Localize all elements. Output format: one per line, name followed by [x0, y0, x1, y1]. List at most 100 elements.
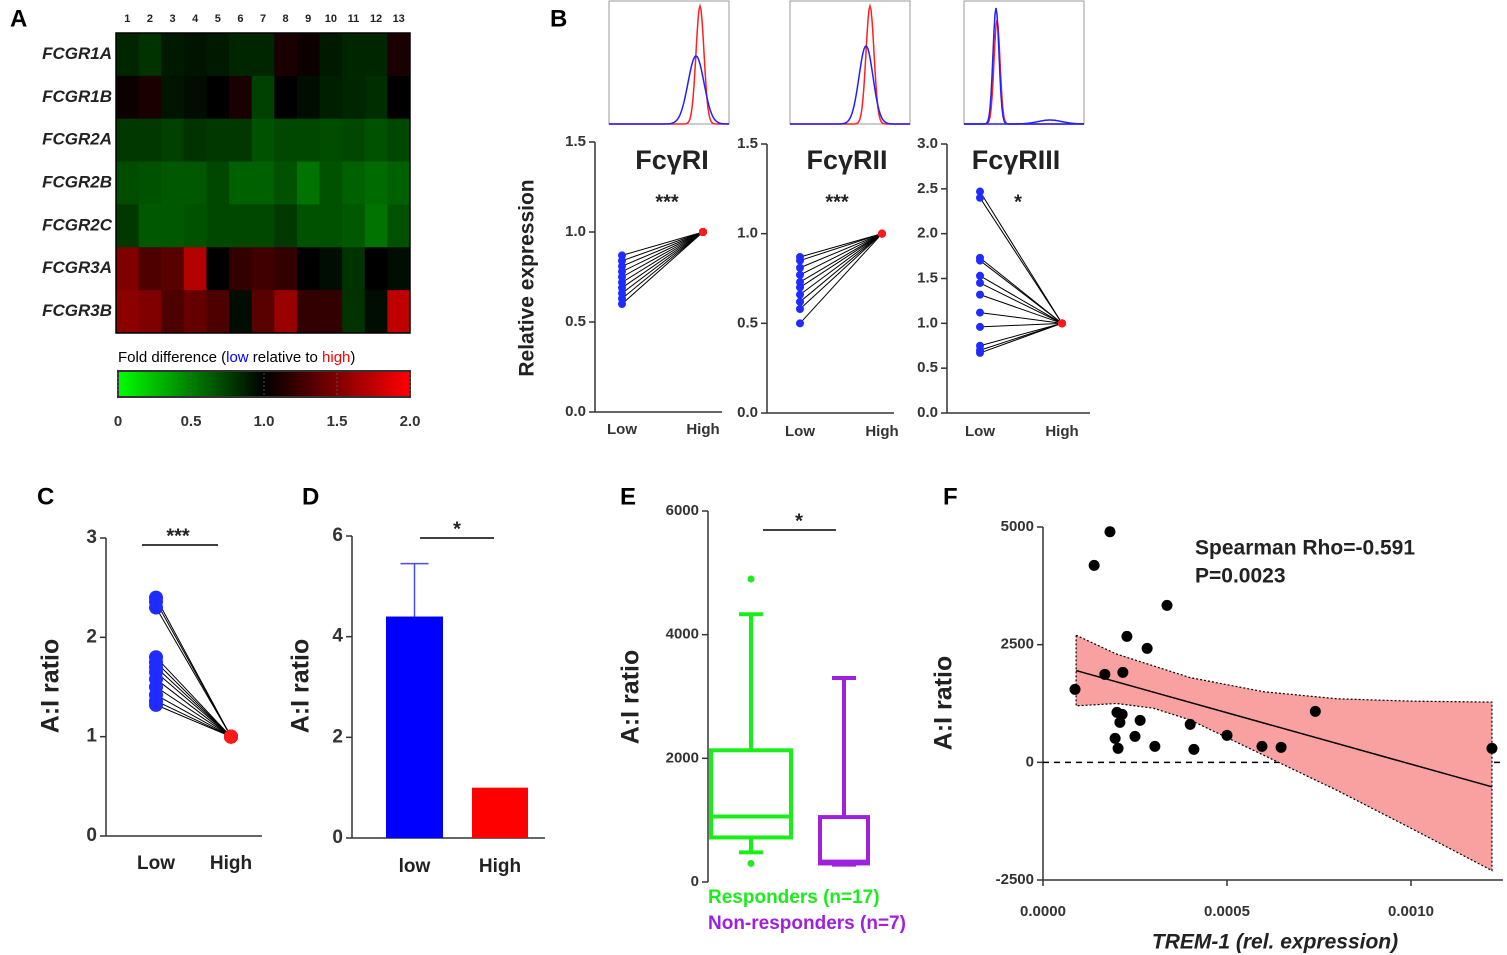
heatmap-cell — [138, 118, 162, 163]
heatmap-cell — [116, 33, 140, 77]
point — [796, 319, 804, 328]
pair-line — [979, 322, 1063, 354]
heatmap-cell — [251, 75, 275, 120]
heatmap-cell — [274, 161, 298, 205]
colorbar-title-part: relative to — [249, 349, 322, 366]
heatmap-cell — [183, 204, 207, 248]
heatmap-cell — [206, 33, 230, 77]
colorbar-title-part: Fold difference ( — [118, 349, 226, 366]
heatmap-cell — [364, 75, 388, 120]
heatmap-cell — [296, 290, 321, 334]
point — [1161, 599, 1173, 611]
y-tick-label: 0 — [691, 873, 699, 890]
heatmap-cell — [296, 247, 321, 291]
y-tick-label: 2000 — [666, 749, 699, 766]
point — [1275, 741, 1287, 753]
heatmap-cell — [296, 33, 321, 77]
y-tick-label: 5000 — [1001, 518, 1034, 535]
pair-line — [979, 282, 1063, 324]
column-label: 8 — [283, 13, 289, 25]
pair-line — [979, 312, 1063, 324]
panel-letter: A — [10, 5, 27, 32]
y-tick-label: -2500 — [996, 871, 1034, 888]
heatmap-cell — [274, 290, 298, 334]
y-tick-label: 0.0 — [917, 404, 938, 421]
point — [796, 297, 804, 306]
heatmap-cell — [296, 118, 321, 163]
heatmap-cell — [206, 75, 230, 120]
panel-letter: F — [943, 483, 958, 510]
legend-label: Responders (n=17) — [708, 887, 880, 908]
y-tick-label: 0.5 — [565, 313, 586, 330]
panel-letter: E — [620, 483, 636, 510]
x-tick-label: 0.0010 — [1388, 903, 1434, 920]
heatmap-cell — [206, 161, 230, 205]
point — [1109, 732, 1121, 744]
heatmap-cell — [138, 204, 162, 248]
histogram-curve — [964, 119, 1084, 125]
x-axis-label: TREM-1 (rel. expression) — [1152, 931, 1398, 954]
y-tick-label: 4 — [332, 626, 343, 647]
heatmap-cell — [387, 161, 411, 205]
chart-title: FcγRII — [806, 145, 887, 175]
x-tick-label: low — [399, 856, 431, 877]
heatmap-cell — [229, 204, 253, 248]
point — [1069, 683, 1081, 695]
histogram-curve — [790, 3, 910, 125]
point — [1221, 729, 1233, 741]
y-tick-label: 0 — [86, 825, 97, 846]
colorbar-tick-label: 1.5 — [327, 413, 348, 430]
column-label: 11 — [348, 13, 360, 25]
pair-line — [799, 233, 883, 303]
point — [976, 193, 984, 202]
confidence-band — [1075, 634, 1493, 872]
y-axis-label: A:I ratio — [37, 639, 65, 733]
heatmap-cell — [138, 161, 162, 205]
colorbar — [117, 370, 411, 398]
row-label: FCGR3A — [42, 258, 112, 277]
pair-line — [621, 231, 704, 262]
pair-line — [979, 197, 1063, 324]
pair-line — [621, 231, 704, 267]
heatmap-cell — [274, 75, 298, 120]
y-tick-label: 1.5 — [565, 133, 586, 150]
pair-line — [979, 322, 1063, 328]
pair-line — [979, 275, 1063, 324]
pair-line — [979, 191, 1063, 324]
heatmap-cell — [161, 75, 185, 120]
row-label: FCGR3B — [42, 301, 112, 320]
significance: * — [453, 518, 461, 540]
heatmap-cell — [116, 247, 140, 291]
pair-line — [155, 607, 232, 737]
y-tick-label: 3 — [86, 527, 97, 548]
point — [149, 697, 163, 712]
x-tick-label: 0.0005 — [1204, 903, 1250, 920]
y-tick-label: 1.5 — [737, 135, 758, 152]
heatmap-cell — [319, 75, 343, 120]
column-label: 12 — [370, 13, 382, 25]
y-tick-label: 2.5 — [917, 180, 938, 197]
heatmap-cell — [342, 75, 366, 120]
heatmap-cell — [229, 118, 253, 163]
point — [1099, 668, 1111, 680]
heatmap-cell — [274, 204, 298, 248]
x-tick-label: High — [1045, 423, 1078, 440]
colorbar-tick-label: 1.0 — [254, 413, 275, 430]
y-axis-label: A:I ratio — [617, 650, 645, 744]
significance: *** — [166, 525, 190, 547]
heatmap-cell — [387, 247, 411, 291]
point — [1134, 714, 1146, 726]
point — [976, 290, 984, 299]
y-tick-label: 2 — [86, 626, 97, 647]
column-label: 2 — [147, 13, 153, 25]
pair-line — [799, 233, 883, 262]
y-tick-label: 4000 — [666, 626, 699, 643]
pair-line — [621, 231, 704, 299]
heatmap-cell — [138, 290, 162, 334]
heatmap-cell — [206, 204, 230, 248]
pair-line — [799, 233, 883, 310]
y-tick-label: 0.0 — [565, 403, 586, 420]
heatmap-cell — [206, 118, 230, 163]
y-tick-label: 2500 — [1001, 636, 1034, 653]
